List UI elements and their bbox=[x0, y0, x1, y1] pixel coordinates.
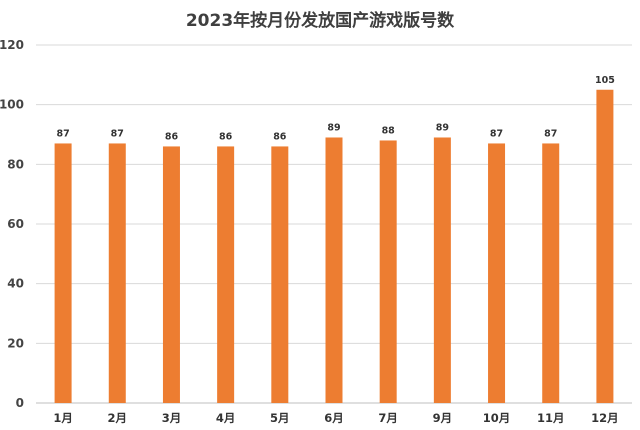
y-tick-label: 40 bbox=[7, 277, 24, 291]
bar bbox=[433, 137, 451, 403]
bar bbox=[542, 143, 560, 403]
data-label: 105 bbox=[595, 75, 615, 86]
bar bbox=[54, 143, 72, 403]
x-tick-label: 7月 bbox=[378, 411, 398, 425]
bar bbox=[379, 140, 397, 403]
data-label: 87 bbox=[56, 128, 69, 139]
x-tick-label: 3月 bbox=[162, 411, 182, 425]
x-tick-label: 10月 bbox=[483, 411, 511, 425]
x-tick-label: 12月 bbox=[591, 411, 619, 425]
x-tick-label: 4月 bbox=[216, 411, 236, 425]
y-tick-label: 100 bbox=[0, 98, 24, 112]
x-tick-label: 1月 bbox=[53, 411, 73, 425]
x-tick-label: 6月 bbox=[324, 411, 344, 425]
data-label: 87 bbox=[544, 128, 557, 139]
bar bbox=[596, 89, 614, 403]
y-tick-label: 20 bbox=[7, 336, 24, 350]
bar bbox=[271, 146, 289, 403]
x-tick-label: 2月 bbox=[108, 411, 128, 425]
bar bbox=[488, 143, 506, 403]
y-tick-label: 0 bbox=[16, 396, 24, 410]
data-label: 86 bbox=[165, 131, 179, 142]
data-label: 87 bbox=[111, 128, 124, 139]
chart-title: 2023年按月份发放国产游戏版号数 bbox=[185, 11, 455, 31]
x-tick-label: 11月 bbox=[537, 411, 565, 425]
x-tick-label: 9月 bbox=[433, 411, 453, 425]
bar bbox=[162, 146, 180, 403]
y-tick-label: 80 bbox=[7, 157, 24, 171]
bar bbox=[108, 143, 126, 403]
data-label: 86 bbox=[219, 131, 233, 142]
x-tick-label: 5月 bbox=[270, 411, 290, 425]
y-tick-label: 60 bbox=[7, 217, 24, 231]
data-label: 89 bbox=[436, 122, 449, 133]
y-tick-label: 120 bbox=[0, 38, 24, 52]
data-label: 88 bbox=[382, 125, 396, 136]
data-label: 87 bbox=[490, 128, 503, 139]
data-label: 86 bbox=[273, 131, 287, 142]
bar bbox=[217, 146, 235, 403]
bar bbox=[325, 137, 343, 403]
data-label: 89 bbox=[327, 122, 340, 133]
